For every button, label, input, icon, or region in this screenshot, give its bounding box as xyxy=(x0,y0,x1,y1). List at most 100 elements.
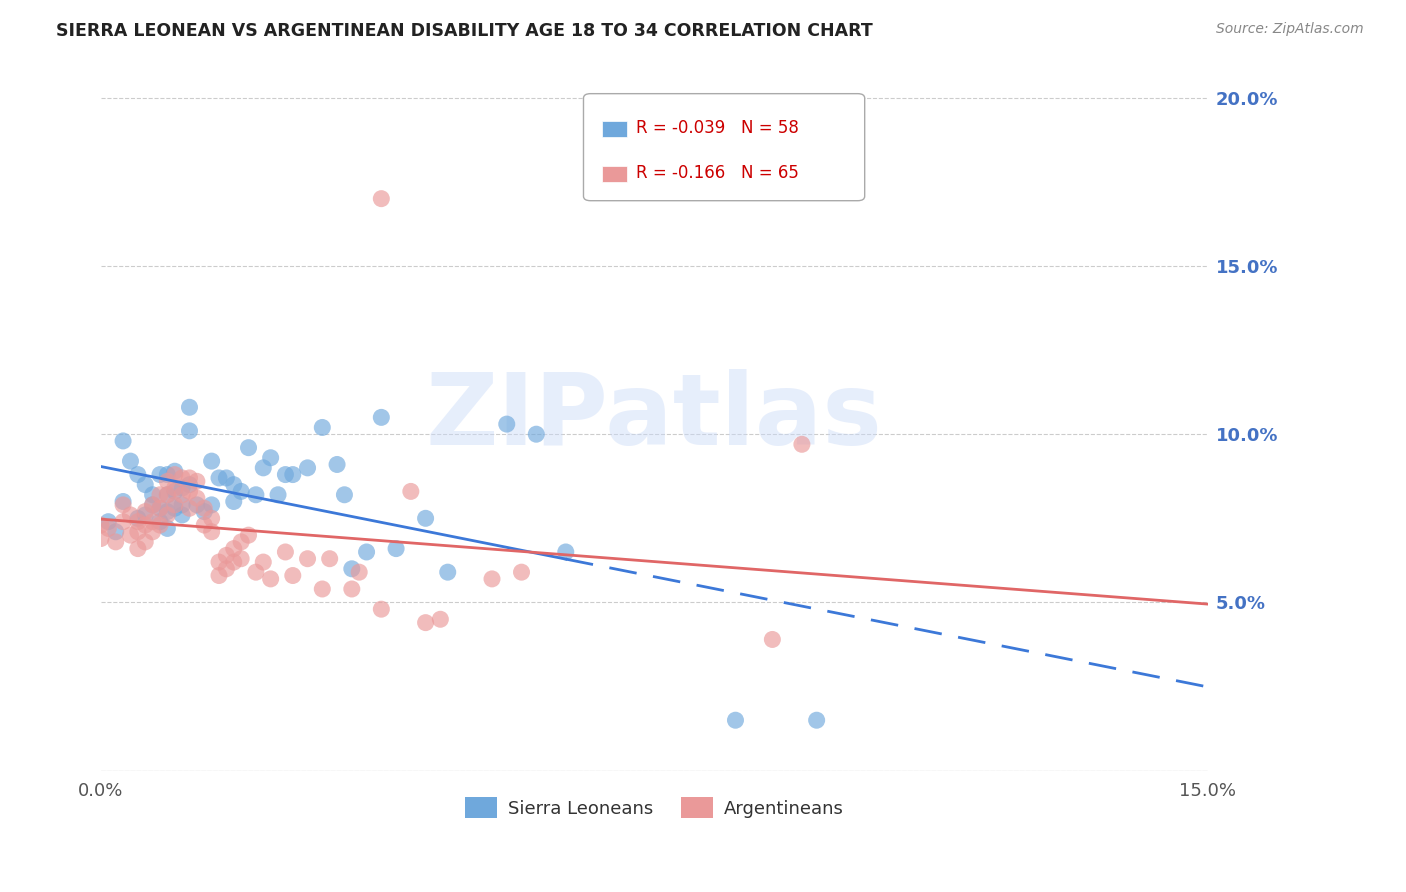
Point xyxy=(120,528,142,542)
Point xyxy=(554,545,576,559)
Point xyxy=(260,572,283,586)
Point xyxy=(524,427,547,442)
Point xyxy=(127,467,149,482)
Point xyxy=(142,498,165,512)
Point xyxy=(215,562,238,576)
Point xyxy=(208,471,231,485)
Point xyxy=(127,524,149,539)
Point xyxy=(231,551,253,566)
Point xyxy=(222,541,245,556)
Point xyxy=(201,498,224,512)
Point xyxy=(761,632,783,647)
Point xyxy=(311,582,333,596)
Point xyxy=(134,508,156,522)
Point xyxy=(149,501,172,516)
Point xyxy=(208,568,231,582)
Point xyxy=(149,501,172,516)
Point xyxy=(179,401,201,415)
Point xyxy=(134,534,156,549)
Point xyxy=(142,524,165,539)
Point xyxy=(104,534,127,549)
Point xyxy=(370,602,392,616)
Point xyxy=(179,471,201,485)
Point xyxy=(149,488,172,502)
Point xyxy=(142,498,165,512)
Text: R = -0.039   N = 58: R = -0.039 N = 58 xyxy=(636,119,799,136)
Point xyxy=(163,501,186,516)
Point xyxy=(201,511,224,525)
Point xyxy=(231,484,253,499)
Point xyxy=(385,541,408,556)
Point xyxy=(222,555,245,569)
Point xyxy=(149,515,172,529)
Point xyxy=(222,494,245,508)
Point xyxy=(156,521,179,535)
Point xyxy=(274,545,297,559)
Point xyxy=(186,475,208,489)
Point xyxy=(356,545,378,559)
Point xyxy=(399,484,422,499)
Point xyxy=(142,515,165,529)
Point xyxy=(252,555,274,569)
Point xyxy=(215,471,238,485)
Point xyxy=(97,515,120,529)
Point xyxy=(179,424,201,438)
Point xyxy=(179,501,201,516)
Point xyxy=(724,713,747,727)
Point xyxy=(340,582,363,596)
Point xyxy=(495,417,517,431)
Point xyxy=(112,434,135,448)
Point xyxy=(172,498,194,512)
Point xyxy=(415,511,437,525)
Point xyxy=(193,501,215,516)
Point xyxy=(112,498,135,512)
Point xyxy=(156,475,179,489)
Point xyxy=(172,471,194,485)
Point xyxy=(510,565,533,579)
Point xyxy=(429,612,451,626)
Point xyxy=(245,488,267,502)
Point xyxy=(163,498,186,512)
Point xyxy=(333,488,356,502)
Point xyxy=(163,481,186,495)
Point xyxy=(163,484,186,499)
Text: ZIPatlas: ZIPatlas xyxy=(426,369,883,466)
Point xyxy=(245,565,267,579)
Text: SIERRA LEONEAN VS ARGENTINEAN DISABILITY AGE 18 TO 34 CORRELATION CHART: SIERRA LEONEAN VS ARGENTINEAN DISABILITY… xyxy=(56,22,873,40)
Point xyxy=(481,572,503,586)
Point xyxy=(156,488,179,502)
Point xyxy=(172,481,194,495)
Point xyxy=(127,515,149,529)
Point xyxy=(179,484,201,499)
Point xyxy=(311,420,333,434)
Point xyxy=(436,565,458,579)
Point xyxy=(127,511,149,525)
Legend: Sierra Leoneans, Argentineans: Sierra Leoneans, Argentineans xyxy=(458,790,851,825)
Point xyxy=(156,505,179,519)
Point xyxy=(281,568,304,582)
Point xyxy=(222,477,245,491)
Point xyxy=(297,551,319,566)
Point xyxy=(252,460,274,475)
Point xyxy=(156,488,179,502)
Point xyxy=(326,458,349,472)
Text: Source: ZipAtlas.com: Source: ZipAtlas.com xyxy=(1216,22,1364,37)
Point xyxy=(193,518,215,533)
Point xyxy=(790,437,813,451)
Text: R = -0.166   N = 65: R = -0.166 N = 65 xyxy=(636,164,799,182)
Point xyxy=(172,488,194,502)
Point xyxy=(179,477,201,491)
Point xyxy=(186,498,208,512)
Point xyxy=(208,555,231,569)
Point xyxy=(120,508,142,522)
Point xyxy=(260,450,283,465)
Point xyxy=(201,454,224,468)
Point xyxy=(281,467,304,482)
Point xyxy=(172,508,194,522)
Point xyxy=(267,488,290,502)
Point xyxy=(127,541,149,556)
Point xyxy=(415,615,437,630)
Point xyxy=(806,713,828,727)
Point xyxy=(90,518,112,533)
Point xyxy=(238,528,260,542)
